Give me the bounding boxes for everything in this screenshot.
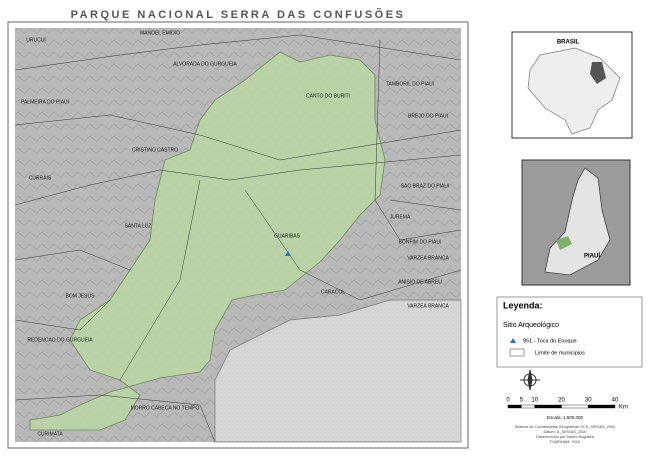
scale-segment	[521, 404, 535, 409]
credit-line: Datum: D_SIRGAS_2000	[543, 430, 586, 434]
scale-segment	[561, 404, 589, 409]
legend-site: 951 - Toca do Enoque	[523, 338, 577, 344]
municipality-label: ANISIO DE ABREU	[398, 279, 442, 285]
neighbor-state	[214, 299, 462, 443]
scale-label: 10	[531, 398, 538, 404]
municipality-label: CANTO DO BURITI	[306, 93, 350, 99]
municipality-label: ALVORADA DO GURGUEIA	[173, 61, 237, 67]
site-marker	[285, 251, 291, 256]
municipality-label: REDENCAO DO GURGUEIA	[27, 337, 93, 343]
credit-line: Desenvolvido por Dalmo Nogueira	[536, 435, 595, 439]
municipality-label: BONFIM DO PIAUI	[399, 239, 442, 245]
municipality-label: GUARIBAS	[274, 233, 301, 239]
municipality-label: CURIMATA	[37, 431, 63, 437]
municipality-label: PALMEIRA DO PIAUI	[21, 99, 69, 105]
credit-line: Sistema de Coordenadas Geográficas GCS_S…	[515, 425, 616, 429]
municipality-label: VARZEA BRANCA	[407, 303, 449, 309]
scale-label: 5	[520, 398, 524, 404]
municipality-label: VARZEA BRANCA	[407, 255, 449, 261]
park-area	[29, 51, 386, 431]
municipality-label: MANOEL EMIDIO	[140, 30, 180, 36]
brazil-inset: BRASIL	[511, 31, 633, 139]
scale-unit: Km	[619, 405, 628, 411]
municipality-label: BREJO DO PIAUI	[408, 113, 448, 119]
piaui-inset: PIAUÍ	[521, 159, 631, 286]
municipality-label: CARACOL	[321, 289, 345, 295]
municipal-boundaries	[14, 34, 462, 443]
legend: Leyenda: Sitio Arqueológico 951 - Toca d…	[496, 296, 643, 368]
scale-label: 20	[558, 398, 565, 404]
municipality-label: BOM JESUS	[66, 293, 96, 299]
legend-title: Leyenda:	[503, 300, 543, 310]
municipality-label: SANTA LUZ	[125, 223, 152, 229]
scale-segment	[588, 404, 616, 409]
municipality-label: CURRAIS	[29, 175, 52, 181]
municipality-label: CRISTINO CASTRO	[132, 147, 178, 153]
map-title: PARQUE NACIONAL SERRA DAS CONFUSÕES	[71, 8, 406, 21]
scale-label: 40	[612, 398, 619, 404]
municipality-label: TAMBORIL DO PIAUI	[386, 81, 434, 87]
scale-segment	[507, 404, 522, 409]
municipality-label: MORRO CABECA NO TEMPO	[131, 405, 200, 411]
north-arrow	[520, 369, 540, 391]
municipality-label: SAO BRAZ DO PIAUI	[401, 183, 450, 189]
main-map	[7, 21, 469, 449]
scale-label: 30	[585, 398, 592, 404]
legend-section: Sitio Arqueológico	[503, 322, 559, 329]
municipality-label: JUREMA	[390, 214, 411, 220]
scale-segment	[534, 404, 562, 409]
inset-state-label: PIAUÍ	[584, 252, 600, 260]
inset-country-label: BRASIL	[557, 40, 580, 46]
municipality-label: URUCUI	[26, 37, 45, 43]
scale-ratio: Escala: 1:600.000	[547, 415, 584, 420]
scale-label: 0	[506, 398, 510, 404]
credit-line: FUMDHAM, 2016	[550, 440, 580, 444]
legend-boundary: Limite de municipios	[535, 350, 585, 356]
